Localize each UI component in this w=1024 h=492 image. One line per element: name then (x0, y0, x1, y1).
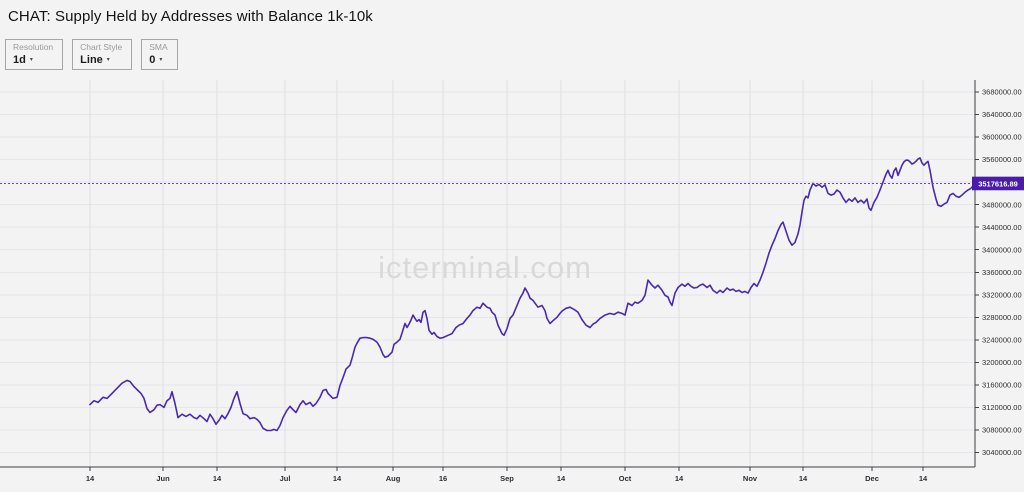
chevron-down-icon: ▾ (29, 57, 33, 63)
y-tick-label: 3400000.00 (982, 245, 1022, 254)
chart-style-label: Chart Style (80, 42, 123, 52)
chart-controls-toolbar: Resolution 1d ▾ Chart Style Line ▾ SMA 0 ▾ (5, 39, 178, 70)
y-tick-label: 3320000.00 (982, 290, 1022, 299)
supply-series-line (89, 157, 976, 432)
y-tick-label: 3560000.00 (982, 155, 1022, 164)
x-tick-label: 14 (557, 474, 566, 483)
x-tick-label: Dec (865, 474, 879, 483)
sma-dropdown[interactable]: SMA 0 ▾ (141, 39, 178, 70)
x-tick-label: Jul (280, 474, 291, 483)
y-tick-label: 3360000.00 (982, 268, 1022, 277)
x-tick-label: Oct (619, 474, 632, 483)
chevron-down-icon: ▾ (106, 57, 110, 63)
chevron-down-icon: ▾ (159, 57, 163, 63)
x-tick-label: 14 (675, 474, 684, 483)
last-value-badge-label: 3517616.89 (978, 179, 1018, 188)
y-tick-label: 3640000.00 (982, 110, 1022, 119)
resolution-label: Resolution (13, 42, 54, 52)
y-tick-label: 3480000.00 (982, 200, 1022, 209)
chart-style-value: Line ▾ (80, 54, 110, 66)
y-tick-label: 3440000.00 (982, 223, 1022, 232)
y-tick-label: 3240000.00 (982, 335, 1022, 344)
x-tick-label: 14 (919, 474, 928, 483)
sma-label: SMA (149, 42, 168, 52)
x-tick-label: 14 (213, 474, 222, 483)
resolution-value: 1d ▾ (13, 54, 33, 66)
x-tick-label: 16 (439, 474, 447, 483)
supply-line-chart[interactable]: icterminal.com 3680000.00 3640000.00 360000… (0, 80, 1024, 492)
y-tick-label: 3120000.00 (982, 403, 1022, 412)
page-title: CHAT: Supply Held by Addresses with Bala… (8, 8, 373, 25)
y-tick-label: 3040000.00 (982, 448, 1022, 457)
x-tick-label: Sep (500, 474, 514, 483)
last-value-badge (972, 176, 1024, 191)
chart-style-dropdown[interactable]: Chart Style Line ▾ (72, 39, 133, 70)
y-tick-label: 3160000.00 (982, 381, 1022, 390)
y-tick-label: 3280000.00 (982, 313, 1022, 322)
x-tick-label: Jun (156, 474, 170, 483)
watermark: icterminal.com (378, 250, 592, 285)
x-tick-label: 14 (333, 474, 342, 483)
sma-value: 0 ▾ (149, 54, 163, 66)
x-tick-label: 14 (86, 474, 95, 483)
y-tick-label: 3600000.00 (982, 133, 1022, 142)
resolution-dropdown[interactable]: Resolution 1d ▾ (5, 39, 64, 70)
y-tick-label: 3680000.00 (982, 88, 1022, 97)
x-tick-label: Nov (743, 474, 758, 483)
x-tick-label: 14 (799, 474, 808, 483)
y-tick-label: 3080000.00 (982, 426, 1022, 435)
x-tick-label: Aug (386, 474, 401, 483)
y-tick-label: 3200000.00 (982, 358, 1022, 367)
